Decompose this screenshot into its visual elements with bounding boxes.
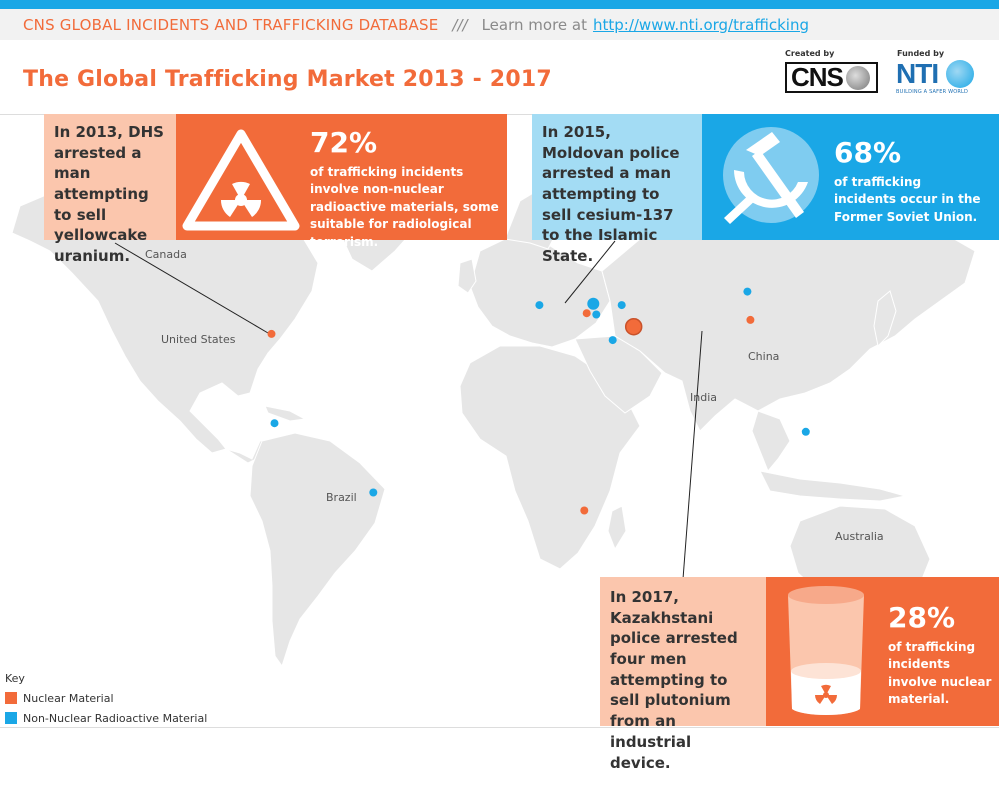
key-label-nuclear: Nuclear Material — [23, 691, 114, 705]
label-australia: Australia — [835, 530, 884, 543]
nti-logo-text: NTI — [896, 58, 939, 89]
land-japan — [873, 290, 897, 348]
incident-marker-12[interactable] — [743, 287, 752, 296]
incident-marker-1[interactable] — [267, 329, 276, 338]
label-united-states: United States — [161, 333, 236, 346]
cns-logo-text: CNS — [791, 62, 844, 92]
label-india: India — [690, 391, 717, 404]
world-map-svg: Canada United States Brazil China India … — [11, 168, 976, 668]
stat-fsu-panel: 68% of trafficking incidents occur in th… — [702, 114, 999, 240]
stat-fsu-percent: 68% — [834, 136, 902, 169]
incident-marker-7[interactable] — [587, 297, 600, 310]
stat-nuclear-percent: 28% — [888, 601, 956, 634]
key-item-non-nuclear: Non-Nuclear Radioactive Material — [5, 708, 207, 728]
stat-nuclear-panel: 28% of trafficking incidents involve nuc… — [766, 577, 999, 726]
created-by-caption: Created by — [785, 49, 835, 58]
page-title: The Global Trafficking Market 2013 - 201… — [23, 67, 552, 92]
incident-marker-9[interactable] — [617, 301, 626, 310]
land-masses — [11, 168, 976, 668]
learn-more-text: Learn more at — [481, 15, 587, 34]
land-indonesia — [759, 470, 906, 502]
stat-fsu-description: of trafficking incidents occur in the Fo… — [834, 175, 981, 224]
stat-radioactive-percent: 72% — [310, 126, 378, 159]
label-brazil: Brazil — [326, 491, 357, 504]
key-item-nuclear: Nuclear Material — [5, 688, 207, 708]
top-accent-stripe — [0, 0, 999, 9]
land-caribbean — [264, 405, 307, 422]
key-swatch-non-nuclear — [5, 712, 17, 724]
region-labels: Canada United States Brazil China India … — [145, 248, 884, 543]
incident-marker-13[interactable] — [746, 315, 755, 324]
label-canada: Canada — [145, 248, 187, 261]
land-madagascar — [607, 505, 627, 551]
stat-radioactive-panel: 72% of trafficking incidents involve non… — [176, 114, 507, 249]
land-africa — [459, 345, 641, 570]
database-title: CNS GLOBAL INCIDENTS AND TRAFFICKING DAT… — [23, 15, 439, 34]
incident-marker-5[interactable] — [535, 301, 544, 310]
globe-icon — [845, 65, 870, 90]
callout-us-2013: In 2013, DHS arrested a man attempting t… — [44, 114, 176, 265]
leader-line-us — [114, 242, 269, 334]
stat-radioactive-description: of trafficking incidents involve non-nuc… — [310, 165, 499, 249]
header-bar: CNS GLOBAL INCIDENTS AND TRAFFICKING DAT… — [0, 9, 999, 40]
callout-moldova-2015: In 2015, Moldovan police arrested a man … — [532, 114, 702, 265]
nuclear-drum-icon — [788, 586, 864, 716]
funded-by-caption: Funded by — [897, 49, 945, 58]
nti-logo[interactable]: NTI BUILDING A SAFER WORLD — [896, 58, 980, 96]
incident-marker-2[interactable] — [270, 419, 279, 428]
incident-marker-3[interactable] — [369, 488, 378, 497]
incident-marker-6[interactable] — [582, 309, 591, 318]
callout-kazakhstan-2017: In 2017, Kazakhstani police arrested fou… — [600, 577, 766, 772]
land-britain — [457, 258, 477, 294]
header-separator: /// — [452, 15, 468, 34]
land-south-america — [249, 432, 386, 668]
nti-tagline: BUILDING A SAFER WORLD — [896, 89, 969, 95]
key-label-non-nuclear: Non-Nuclear Radioactive Material — [23, 711, 208, 725]
incident-markers — [267, 287, 810, 515]
land-southeast-asia — [751, 410, 791, 472]
leader-line-moldova — [564, 240, 616, 304]
stat-nuclear-description: of trafficking incidents involve nuclear… — [888, 640, 992, 707]
radiation-warning-icon — [182, 129, 300, 231]
incident-marker-10[interactable] — [624, 317, 643, 336]
incident-marker-4[interactable] — [580, 506, 589, 515]
incident-marker-11[interactable] — [608, 336, 617, 345]
cns-logo[interactable]: CNS — [785, 62, 878, 93]
incident-marker-8[interactable] — [592, 310, 601, 319]
leader-lines — [114, 240, 703, 580]
map-key: Key Nuclear Material Non-Nuclear Radioac… — [5, 672, 207, 728]
hammer-sickle-icon — [723, 127, 819, 224]
key-swatch-nuclear — [5, 692, 17, 704]
trafficking-link[interactable]: http://www.nti.org/trafficking — [592, 15, 809, 34]
label-china: China — [748, 350, 779, 363]
globe-icon — [946, 60, 974, 88]
incident-marker-14[interactable] — [801, 427, 810, 436]
key-title: Key — [5, 672, 25, 685]
leader-line-kazakhstan — [682, 330, 703, 580]
